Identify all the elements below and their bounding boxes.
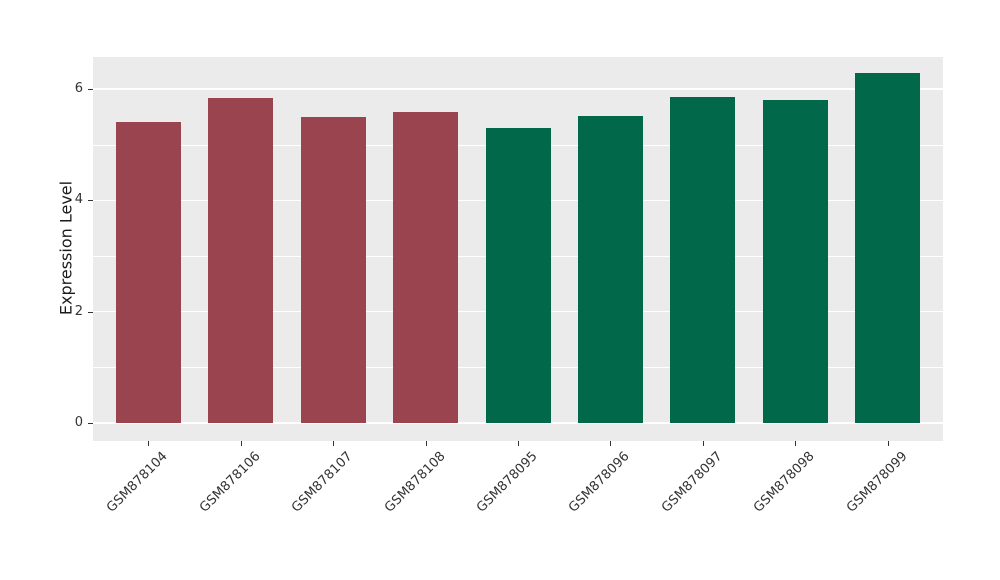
bar-GSM878097 [670, 96, 736, 423]
x-tick-label-GSM878099: GSM878099 [843, 449, 911, 516]
bar-GSM878108 [393, 112, 459, 423]
bar-GSM878107 [300, 116, 366, 423]
y-tick-mark [88, 423, 93, 424]
x-tick-mark [425, 441, 427, 446]
y-tick-label: 0 [74, 415, 83, 430]
bar-GSM878096 [577, 116, 643, 423]
major-gridline [93, 422, 943, 424]
y-tick-mark [88, 200, 93, 202]
bar-GSM878098 [762, 100, 828, 423]
x-tick-mark [333, 441, 335, 446]
bar-GSM878095 [485, 127, 551, 423]
plot-panel [93, 57, 943, 441]
x-tick-mark [795, 441, 797, 446]
bar-GSM878104 [115, 122, 181, 423]
y-tick-label: 2 [74, 303, 83, 319]
major-gridline [93, 88, 943, 90]
bar-GSM878106 [208, 97, 274, 423]
y-tick-mark [88, 88, 93, 90]
y-tick-mark [88, 311, 93, 313]
x-tick-mark [240, 441, 242, 446]
y-tick-label: 4 [74, 192, 83, 208]
x-tick-mark [148, 441, 150, 446]
y-tick-label: 6 [74, 80, 83, 96]
x-tick-mark [702, 441, 704, 446]
bar-GSM878099 [855, 73, 921, 423]
x-tick-mark [887, 441, 889, 446]
x-tick-mark [518, 441, 519, 446]
x-tick-mark [610, 441, 612, 446]
